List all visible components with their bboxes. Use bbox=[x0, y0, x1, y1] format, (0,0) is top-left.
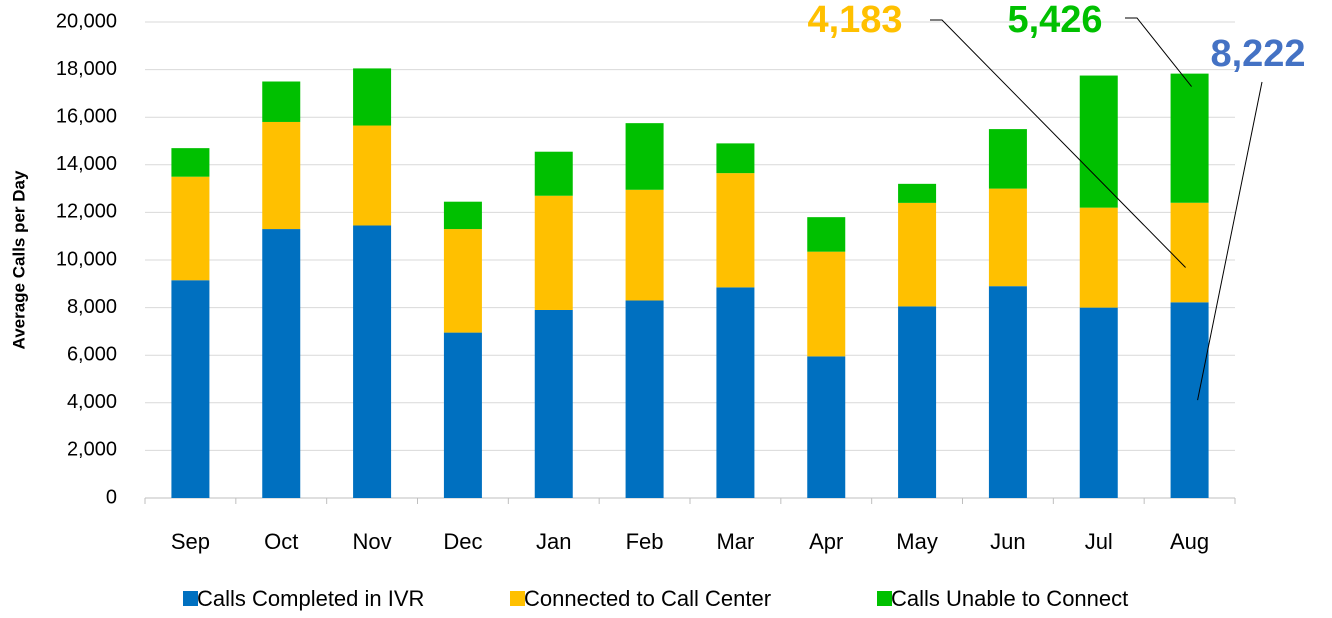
bar-segment bbox=[898, 306, 937, 498]
legend-swatch bbox=[183, 591, 198, 606]
x-tick-label: Sep bbox=[171, 529, 210, 554]
x-tick-label: May bbox=[896, 529, 938, 554]
legend-swatch bbox=[510, 591, 525, 606]
x-tick-label: Oct bbox=[264, 529, 298, 554]
bar-segment bbox=[1170, 73, 1209, 203]
x-tick-label: Aug bbox=[1170, 529, 1209, 554]
x-tick-label: Nov bbox=[353, 529, 392, 554]
y-axis-title: Average Calls per Day bbox=[9, 170, 28, 349]
bar-segment bbox=[1079, 75, 1118, 208]
bar-segment bbox=[171, 148, 210, 177]
bar-segment bbox=[807, 356, 846, 498]
bar-segment bbox=[898, 183, 937, 203]
y-tick-label: 18,000 bbox=[56, 58, 117, 80]
annotation: 5,426 bbox=[1007, 0, 1102, 41]
legend-label: Connected to Call Center bbox=[524, 586, 771, 611]
bar-segment bbox=[353, 225, 392, 499]
y-tick-label: 14,000 bbox=[56, 153, 117, 175]
bar-segment bbox=[807, 217, 846, 252]
bar-segment bbox=[262, 81, 301, 122]
y-tick-label: 20,000 bbox=[56, 10, 117, 32]
bar-segment bbox=[716, 143, 755, 174]
bar-segment bbox=[1079, 307, 1118, 498]
bar-segment bbox=[625, 300, 664, 498]
y-tick-label: 8,000 bbox=[67, 296, 117, 318]
bar-segment bbox=[1079, 207, 1118, 308]
legend-label: Calls Completed in IVR bbox=[197, 586, 424, 611]
bar-segment bbox=[262, 121, 301, 230]
x-tick-label: Jan bbox=[536, 529, 571, 554]
bar-segment bbox=[807, 251, 846, 357]
bar-segment bbox=[353, 68, 392, 126]
leader-line bbox=[1125, 17, 1192, 87]
y-tick-label: 12,000 bbox=[56, 201, 117, 223]
bar-segment bbox=[534, 195, 573, 310]
legend-swatch bbox=[877, 591, 892, 606]
bar-segment bbox=[988, 188, 1027, 287]
annotation: 8,222 bbox=[1210, 33, 1305, 75]
leader-line bbox=[930, 19, 1186, 268]
annotation: 4,183 bbox=[807, 0, 902, 41]
y-tick-label: 4,000 bbox=[67, 391, 117, 413]
bar-segment bbox=[353, 125, 392, 226]
x-tick-label: Feb bbox=[626, 529, 664, 554]
bar-segment bbox=[171, 176, 210, 281]
x-tick-label: Jul bbox=[1085, 529, 1113, 554]
bar-segment bbox=[534, 309, 573, 498]
bar-segment bbox=[443, 229, 482, 333]
bar-segment bbox=[443, 332, 482, 498]
bar-segment bbox=[625, 123, 664, 190]
x-tick-label: Jun bbox=[990, 529, 1025, 554]
leader-line bbox=[1197, 81, 1263, 401]
bar-segment bbox=[716, 173, 755, 288]
bar-segment bbox=[534, 151, 573, 196]
y-tick-label: 2,000 bbox=[67, 439, 117, 461]
bar-segment bbox=[716, 287, 755, 498]
bar-segment bbox=[171, 280, 210, 498]
bar-segment bbox=[988, 129, 1027, 189]
x-tick-label: Mar bbox=[716, 529, 754, 554]
legend-label: Calls Unable to Connect bbox=[891, 586, 1128, 611]
bar-segment bbox=[262, 229, 301, 498]
y-tick-label: 10,000 bbox=[56, 248, 117, 270]
bar-segment bbox=[988, 286, 1027, 498]
y-tick-label: 0 bbox=[106, 486, 117, 508]
y-tick-label: 6,000 bbox=[67, 343, 117, 365]
bar-segment bbox=[443, 201, 482, 230]
bar-segment bbox=[898, 202, 937, 307]
x-tick-label: Apr bbox=[809, 529, 843, 554]
y-tick-label: 16,000 bbox=[56, 105, 117, 127]
x-tick-label: Dec bbox=[443, 529, 482, 554]
bar-segment bbox=[1170, 202, 1209, 303]
bar-segment bbox=[625, 189, 664, 301]
bar-segment bbox=[1170, 302, 1209, 498]
